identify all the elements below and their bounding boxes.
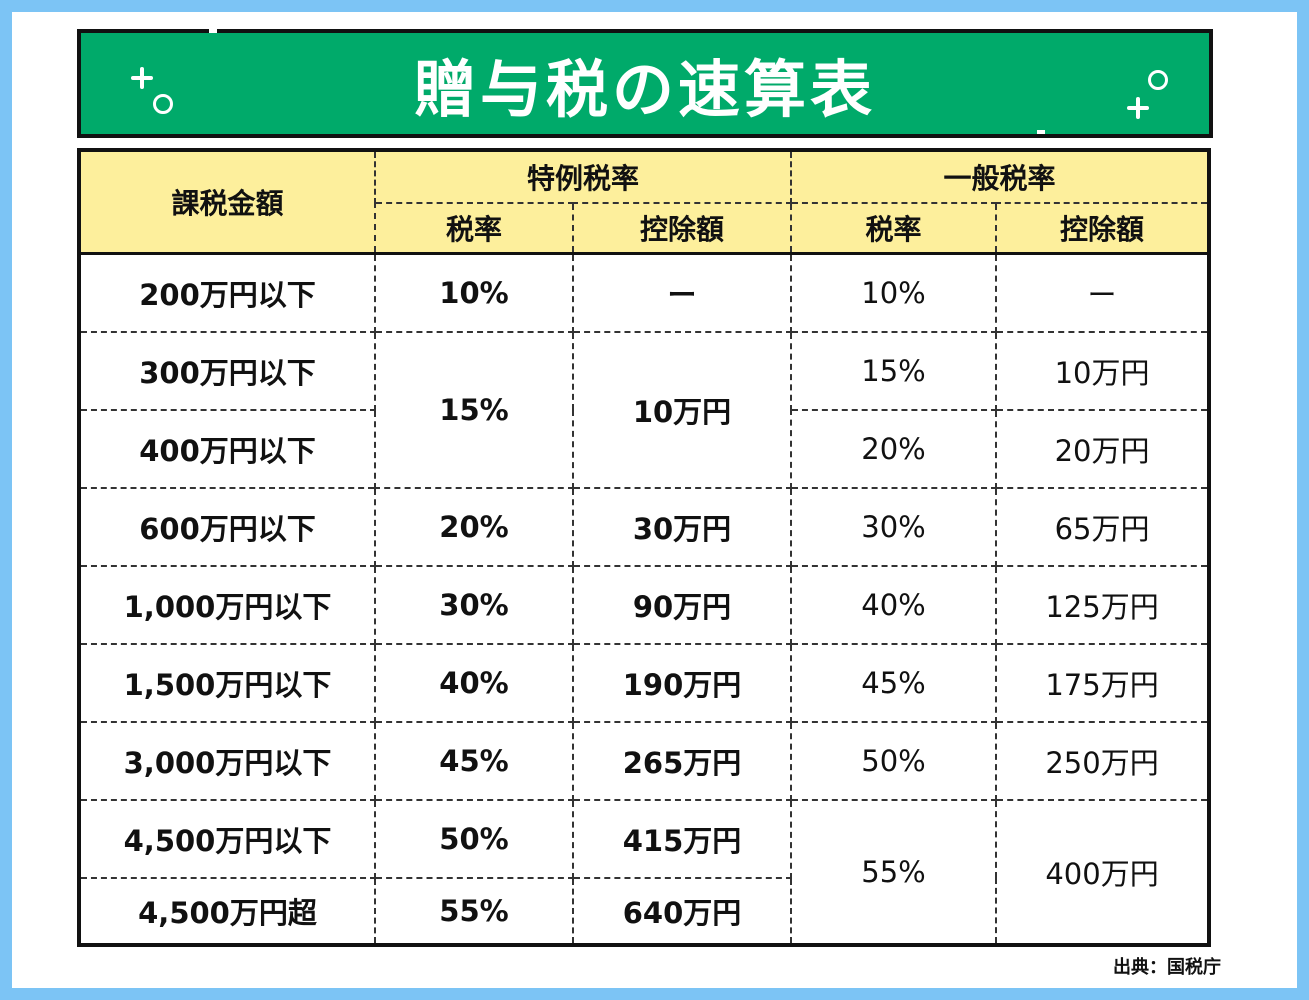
- special-deduction-cell: 30万円: [571, 487, 793, 567]
- header-general-rate: 税率: [790, 202, 998, 255]
- special-rate-cell: 10%: [374, 252, 574, 333]
- ring-icon: [1148, 70, 1168, 90]
- source-note: 出典：国税庁: [1113, 957, 1221, 978]
- special-rate-cell: 50%: [374, 799, 574, 879]
- general-deduction-cell: 400万円: [995, 799, 1211, 946]
- general-deduction-cell: 65万円: [995, 487, 1211, 567]
- general-rate-cell: 40%: [790, 565, 998, 645]
- plus-icon: [131, 67, 153, 89]
- table-row: 1,000万円以下 30% 90万円 40% 125万円: [78, 565, 1211, 645]
- amount-cell: 200万円以下: [78, 252, 376, 333]
- general-rate-cell: 45%: [790, 643, 998, 723]
- header-general-group: 一般税率: [790, 149, 1211, 204]
- general-rate-cell: 15%: [790, 331, 998, 411]
- table-row: 1,500万円以下 40% 190万円 45% 175万円: [78, 643, 1211, 723]
- special-rate-cell: 55%: [374, 877, 574, 946]
- special-rate-cell: 45%: [374, 721, 574, 801]
- special-deduction-cell: 90万円: [571, 565, 793, 645]
- general-deduction-cell: 10万円: [995, 331, 1211, 411]
- amount-cell: 3,000万円以下: [78, 721, 376, 801]
- tick-mark: [1037, 130, 1045, 134]
- special-deduction-cell: 415万円: [571, 799, 793, 879]
- special-deduction-cell: ー: [571, 252, 793, 333]
- special-rate-cell: 30%: [374, 565, 574, 645]
- general-deduction-cell: 175万円: [995, 643, 1211, 723]
- table-row: 300万円以下 15% 10万円 15% 10万円: [78, 331, 1211, 489]
- special-deduction-cell: 10万円: [571, 331, 793, 489]
- special-rate-cell: 20%: [374, 487, 574, 567]
- table-row: 600万円以下 20% 30万円 30% 65万円: [78, 487, 1211, 567]
- header-special-deduction: 控除額: [571, 202, 793, 255]
- plus-icon: [1127, 97, 1149, 119]
- tax-rate-table: 課税金額 特例税率 一般税率 税率 控除額 税率 控除額 200万円以下 10%…: [77, 148, 1212, 947]
- page-title: 贈与税の速算表: [413, 52, 876, 126]
- ring-icon: [153, 94, 173, 114]
- special-rate-cell: 15%: [374, 331, 574, 489]
- special-deduction-cell: 190万円: [571, 643, 793, 723]
- general-rate-cell: 20%: [790, 409, 998, 489]
- general-deduction-cell: ー: [995, 252, 1211, 333]
- amount-cell: 4,500万円以下: [78, 799, 376, 879]
- table-row: 200万円以下 10% ー 10% ー: [78, 252, 1211, 333]
- header-special-rate: 税率: [374, 202, 574, 255]
- header-amount: 課税金額: [78, 149, 376, 255]
- general-rate-cell: 55%: [790, 799, 998, 946]
- general-deduction-cell: 125万円: [995, 565, 1211, 645]
- header-general-deduction: 控除額: [995, 202, 1211, 255]
- general-deduction-cell: 250万円: [995, 721, 1211, 801]
- table-row: 400万円以下 20% 20万円: [78, 409, 1211, 489]
- table-row: 3,000万円以下 45% 265万円 50% 250万円: [78, 721, 1211, 801]
- amount-cell: 4,500万円超: [78, 877, 376, 946]
- table-row: 4,500万円超 55% 640万円: [78, 877, 1209, 946]
- special-deduction-cell: 640万円: [571, 877, 793, 946]
- general-rate-cell: 50%: [790, 721, 998, 801]
- tick-mark: [209, 29, 217, 33]
- special-rate-cell: 40%: [374, 643, 574, 723]
- header-special-group: 特例税率: [373, 149, 793, 204]
- amount-cell: 300万円以下: [78, 331, 376, 411]
- general-rate-cell: 30%: [790, 487, 998, 567]
- general-deduction-cell: 20万円: [995, 409, 1211, 489]
- general-rate-cell: 10%: [790, 252, 998, 333]
- amount-cell: 1,500万円以下: [78, 643, 376, 723]
- title-bar: 贈与税の速算表: [77, 29, 1213, 138]
- amount-cell: 1,000万円以下: [78, 565, 376, 645]
- special-deduction-cell: 265万円: [571, 721, 793, 801]
- amount-cell: 600万円以下: [78, 487, 376, 567]
- amount-cell: 400万円以下: [78, 409, 376, 489]
- table-row: 4,500万円以下 50% 415万円 55% 400万円: [78, 799, 1211, 946]
